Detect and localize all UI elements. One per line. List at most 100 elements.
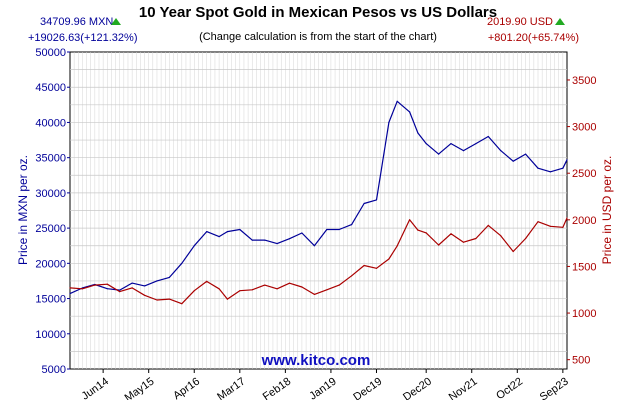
usd-data-point — [417, 229, 419, 231]
usd-data-point — [218, 288, 220, 290]
usd-price: 2019.90 USD — [487, 16, 553, 28]
usd-data-point — [388, 258, 390, 260]
usd-data-point — [81, 288, 83, 290]
y-tick-label: 10000 — [35, 329, 66, 341]
y-tick-label: 40000 — [35, 117, 66, 129]
usd-data-point — [181, 303, 183, 305]
usd-data-point — [537, 221, 539, 223]
usd-data-point — [276, 288, 278, 290]
mxn-data-point — [363, 202, 365, 205]
usd-data-point — [549, 225, 552, 227]
usd-up-arrow-icon — [555, 18, 565, 25]
mxn-data-point — [288, 238, 291, 240]
grid — [70, 52, 567, 369]
usd-data-point — [475, 237, 477, 240]
usd-data-point — [487, 224, 489, 226]
usd-data-point — [193, 290, 195, 292]
y2-tick-label: 3500 — [572, 75, 596, 87]
usd-data-point — [450, 233, 452, 235]
mxn-data-point — [239, 228, 241, 231]
usd-data-point — [131, 287, 133, 289]
mxn-data-point — [193, 245, 195, 247]
usd-data-point — [251, 289, 253, 291]
mxn-data-point — [375, 199, 378, 201]
mxn-price: 34709.96 MXN — [40, 16, 113, 28]
usd-data-point — [566, 217, 568, 219]
mxn-data-point — [131, 282, 133, 284]
usd-data-point — [525, 237, 527, 240]
mxn-data-point — [396, 100, 398, 102]
mxn-data-point — [119, 289, 121, 291]
mxn-data-point — [537, 167, 539, 169]
y-tick-label: 20000 — [35, 258, 66, 270]
usd-data-point — [562, 226, 564, 228]
usd-data-point — [313, 293, 315, 295]
mxn-data-point — [425, 143, 427, 145]
kitco-watermark: www.kitco.com — [261, 352, 371, 369]
mxn-data-point — [226, 231, 228, 233]
mxn-data-point — [301, 232, 303, 234]
usd-data-point — [168, 298, 170, 300]
usd-data-point — [264, 284, 266, 286]
usd-data-point — [326, 289, 328, 291]
chart-title: 10 Year Spot Gold in Mexican Pesos vs US… — [139, 4, 497, 21]
y-tick-label: 50000 — [35, 47, 66, 59]
mxn-change: +19026.63(+121.32%) — [28, 32, 137, 44]
usd-data-point — [301, 286, 303, 288]
mxn-data-point — [251, 239, 253, 241]
mxn-data-point — [106, 288, 108, 290]
mxn-data-point — [351, 224, 353, 226]
y-tick-label: 15000 — [35, 294, 66, 306]
y2-tick-label: 3000 — [572, 122, 596, 134]
usd-data-point — [156, 299, 158, 301]
y-axis-label: Price in MXN per oz. — [16, 155, 30, 265]
mxn-data-point — [218, 236, 220, 238]
usd-data-point — [94, 284, 96, 286]
series-lines — [69, 100, 568, 305]
y2-tick-label: 500 — [572, 355, 590, 367]
mxn-data-point — [181, 262, 183, 264]
y-axis-left: 5000 10000 15000 20000 25000 30000 35000 40000 4… — [35, 47, 70, 376]
mxn-data-point — [69, 293, 71, 295]
chart-subtitle: (Change calculation is from the start of… — [199, 31, 437, 43]
mxn-data-point — [409, 111, 411, 113]
usd-data-point — [351, 275, 353, 277]
mxn-data-point — [417, 132, 419, 134]
y2-axis-label: Price in USD per oz. — [600, 156, 614, 265]
mxn-data-point — [562, 167, 564, 169]
y-tick-label: 25000 — [35, 223, 66, 235]
usd-data-point — [338, 284, 340, 286]
mxn-data-point — [388, 121, 390, 123]
usd-data-point — [425, 232, 427, 234]
y2-tick-label: 2500 — [572, 168, 596, 180]
usd-data-point — [375, 267, 378, 269]
usd-data-point — [512, 250, 514, 253]
y-tick-label: 35000 — [35, 153, 66, 165]
usd-data-point — [239, 290, 241, 292]
y-tick-label: 45000 — [35, 82, 66, 94]
mxn-data-point — [156, 280, 158, 282]
y-tick-label: 30000 — [35, 188, 66, 200]
usd-change: +801.20(+65.74%) — [488, 32, 579, 44]
mxn-data-point — [487, 135, 489, 138]
mxn-data-point — [566, 159, 568, 161]
mxn-data-point — [338, 228, 340, 231]
mxn-data-point — [264, 239, 266, 241]
mxn-data-point — [313, 245, 315, 247]
mxn-data-point — [475, 143, 477, 145]
usd-data-point — [288, 282, 291, 284]
usd-data-point — [462, 241, 465, 243]
y2-tick-label: 1500 — [572, 261, 596, 273]
mxn-data-point — [462, 150, 465, 152]
usd-data-point — [438, 244, 440, 246]
mxn-data-point — [168, 276, 170, 278]
y-axis-right: 500 1000 1500 2000 2500 3000 3500 — [567, 75, 596, 367]
y2-tick-label: 1000 — [572, 308, 596, 320]
usd-data-point — [144, 294, 146, 296]
usd-data-point — [69, 287, 71, 289]
mxn-data-point — [450, 143, 452, 145]
usd-data-point — [409, 219, 411, 221]
usd-data-point — [119, 291, 121, 293]
mxn-data-point — [500, 150, 502, 152]
